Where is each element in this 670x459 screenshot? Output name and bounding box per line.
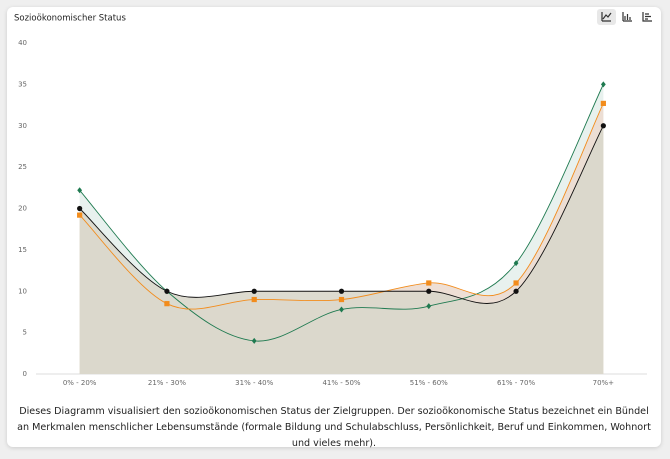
y-tick-label: 25 — [18, 163, 27, 171]
toolbar — [597, 9, 652, 25]
y-tick-label: 5 — [23, 329, 27, 337]
marker — [338, 296, 345, 303]
marker — [77, 187, 83, 194]
marker — [426, 280, 432, 286]
area — [79, 125, 604, 374]
y-tick-label: 35 — [18, 80, 27, 88]
marker — [77, 212, 83, 218]
marker — [251, 296, 257, 303]
y-tick-label: 20 — [18, 205, 27, 213]
chart: Sozioökonomischer Status 0 5 10 15 20 25 30 35 4… — [14, 9, 652, 387]
marker — [513, 260, 519, 267]
y-tick-label: 10 — [18, 287, 27, 295]
bar-chart-button[interactable] — [622, 12, 632, 22]
x-tick-label: 21% - 30% — [148, 379, 186, 387]
horizontal-bar-chart-button[interactable] — [642, 12, 652, 22]
marker — [77, 205, 83, 212]
marker — [164, 301, 170, 307]
marker — [164, 288, 170, 294]
marker — [513, 288, 519, 294]
x-tick-label: 70%+ — [593, 379, 615, 387]
x-tick-label: 61% - 70% — [497, 379, 535, 387]
marker — [513, 280, 519, 286]
marker — [600, 100, 606, 107]
marker — [251, 288, 257, 294]
marker — [339, 306, 344, 313]
marker — [600, 81, 606, 88]
y-tick-label: 40 — [18, 39, 27, 47]
x-tick-label: 51% - 60% — [410, 379, 448, 387]
y-tick-label: 15 — [18, 246, 27, 254]
marker — [251, 337, 257, 344]
y-tick-label: 30 — [18, 122, 27, 130]
chart-title: Sozioökonomischer Status — [14, 14, 126, 24]
marker — [426, 288, 432, 294]
marker — [600, 123, 606, 129]
y-tick-label: 0 — [23, 370, 27, 378]
line-chart-icon — [601, 12, 612, 22]
marker — [338, 288, 345, 294]
marker — [426, 303, 432, 310]
x-tick-label: 0% - 20% — [63, 379, 97, 387]
description: Dieses Diagramm visualisiert den sozioök… — [17, 406, 651, 449]
x-tick-label: 41% - 50% — [322, 379, 360, 387]
x-tick-label: 31% - 40% — [235, 379, 273, 387]
line-chart-button[interactable] — [597, 9, 616, 25]
